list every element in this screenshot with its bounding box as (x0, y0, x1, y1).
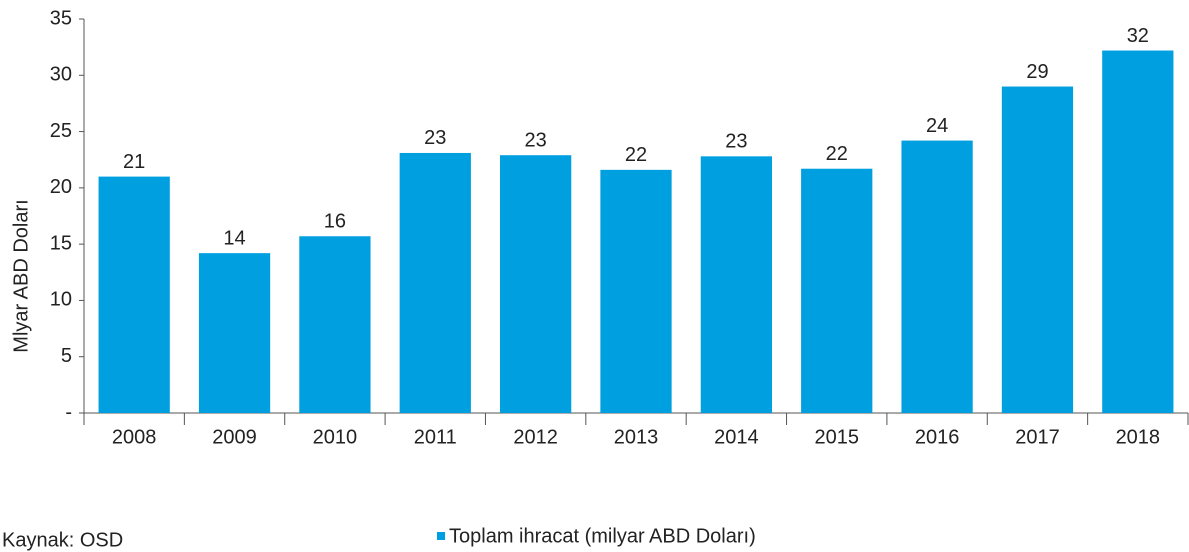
bar (500, 155, 572, 413)
bar (198, 253, 271, 413)
bar (1001, 86, 1074, 414)
value-label: 22 (625, 144, 647, 166)
bar (299, 236, 371, 413)
x-tick-label: 2014 (714, 426, 759, 448)
x-tick-label: 2008 (112, 426, 157, 448)
x-tick-label: 2016 (915, 426, 960, 448)
bar (600, 169, 672, 413)
value-label: 21 (123, 151, 145, 173)
x-tick-label: 2012 (513, 426, 558, 448)
value-label: 22 (826, 143, 848, 165)
y-tick-label: 20 (50, 176, 72, 198)
bar (801, 168, 873, 413)
y-tick-label: 10 (50, 289, 72, 311)
x-tick-label: 2017 (1015, 426, 1060, 448)
bar (399, 152, 471, 413)
bar (901, 140, 973, 413)
value-label: 32 (1127, 25, 1149, 47)
source-note: Kaynak: OSD (2, 529, 123, 551)
y-tick-label: 5 (61, 345, 72, 367)
x-tick-label: 2011 (414, 426, 457, 448)
y-tick-label: 25 (50, 120, 72, 142)
value-label: 23 (424, 127, 446, 149)
y-tick-label: 30 (50, 64, 72, 86)
value-label: 23 (525, 129, 547, 151)
value-label: 29 (1026, 61, 1048, 83)
bar (98, 176, 170, 413)
bar (700, 156, 772, 413)
x-tick-label: 2018 (1116, 426, 1161, 448)
y-tick-label: 15 (50, 232, 72, 254)
y-axis-label: Mlyar ABD Doları (10, 199, 32, 352)
value-label: 16 (324, 211, 346, 233)
x-tick-label: 2015 (814, 426, 859, 448)
x-tick-label: 2010 (313, 426, 358, 448)
x-tick-label: 2013 (614, 426, 659, 448)
value-label: 14 (223, 227, 245, 249)
y-tick-label: - (65, 401, 72, 423)
y-tick-label: 35 (50, 7, 72, 29)
legend-swatch (437, 532, 445, 540)
bar (1102, 50, 1174, 414)
x-tick-label: 2009 (212, 426, 257, 448)
value-label: 24 (926, 115, 948, 137)
value-label: 23 (725, 131, 747, 153)
legend-label: Toplam ihracat (milyar ABD Doları) (449, 525, 756, 547)
